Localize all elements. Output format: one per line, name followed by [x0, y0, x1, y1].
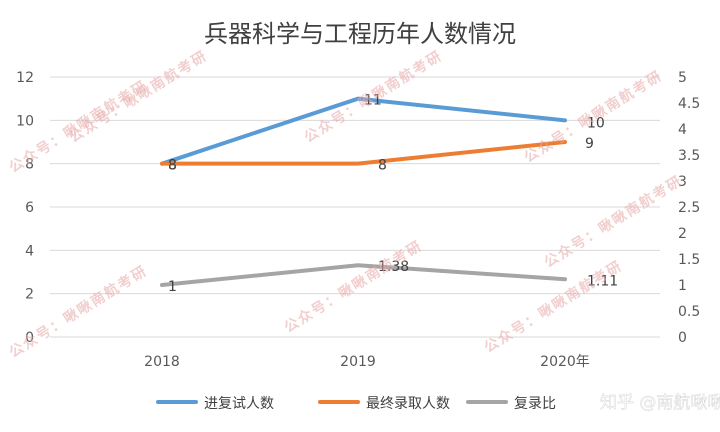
x-tick-label: 2020年	[540, 354, 590, 370]
left-tick-label: 4	[25, 243, 34, 259]
right-tick-label: 4	[678, 122, 687, 138]
right-tick-label: 2.5	[678, 200, 700, 216]
data-label: 1.11	[587, 273, 618, 289]
data-point	[356, 162, 360, 166]
data-point	[356, 263, 360, 267]
left-tick-label: 8	[25, 157, 34, 173]
data-point	[160, 162, 164, 166]
data-point	[563, 277, 567, 281]
data-label: 11	[364, 93, 382, 109]
x-axis-ticks: 2018 2019 2020年	[144, 354, 590, 370]
right-tick-label: 2	[678, 226, 687, 242]
right-tick-label: 4.5	[678, 96, 700, 112]
data-point	[356, 97, 360, 101]
series-line-3	[160, 263, 567, 287]
data-point	[160, 283, 164, 287]
legend-label: 最终录取人数	[366, 396, 450, 412]
x-tick-label: 2018	[144, 354, 180, 370]
data-label: 8	[168, 158, 177, 174]
right-tick-label: 5	[678, 70, 687, 86]
gridlines	[50, 76, 660, 338]
legend-label: 进复试人数	[204, 395, 274, 412]
zhihu-watermark: 知乎 @南航啾啾	[600, 393, 720, 413]
right-tick-label: 3	[678, 174, 687, 190]
data-label: 1.38	[378, 259, 409, 275]
data-label: 1	[168, 279, 177, 295]
right-tick-label: 1	[678, 278, 687, 294]
legend-label: 复录比	[514, 395, 556, 412]
data-point	[563, 118, 567, 122]
right-tick-label: 3.5	[678, 148, 700, 164]
legend: 进复试人数 最终录取人数 复录比	[156, 395, 556, 412]
right-tick-label: 1.5	[678, 252, 700, 268]
right-axis-ticks: 0 0.5 1 1.5 2 2.5 3 3.5 4 4.5 5	[678, 70, 700, 346]
data-label: 8	[378, 158, 387, 174]
right-tick-label: 0.5	[678, 304, 700, 320]
left-axis-ticks: 0 2 4 6 8 10 12	[16, 70, 34, 346]
right-tick-label: 0	[678, 330, 687, 346]
left-tick-label: 6	[25, 200, 34, 216]
data-point	[563, 140, 567, 144]
data-label: 10	[587, 115, 605, 131]
data-label: 9	[585, 136, 594, 152]
left-tick-label: 12	[16, 70, 34, 86]
x-tick-label: 2019	[340, 354, 376, 370]
left-tick-label: 2	[25, 287, 34, 303]
left-tick-label: 10	[16, 113, 34, 129]
chart-title: 兵器科学与工程历年人数情况	[204, 20, 516, 48]
left-tick-label: 0	[25, 330, 34, 346]
